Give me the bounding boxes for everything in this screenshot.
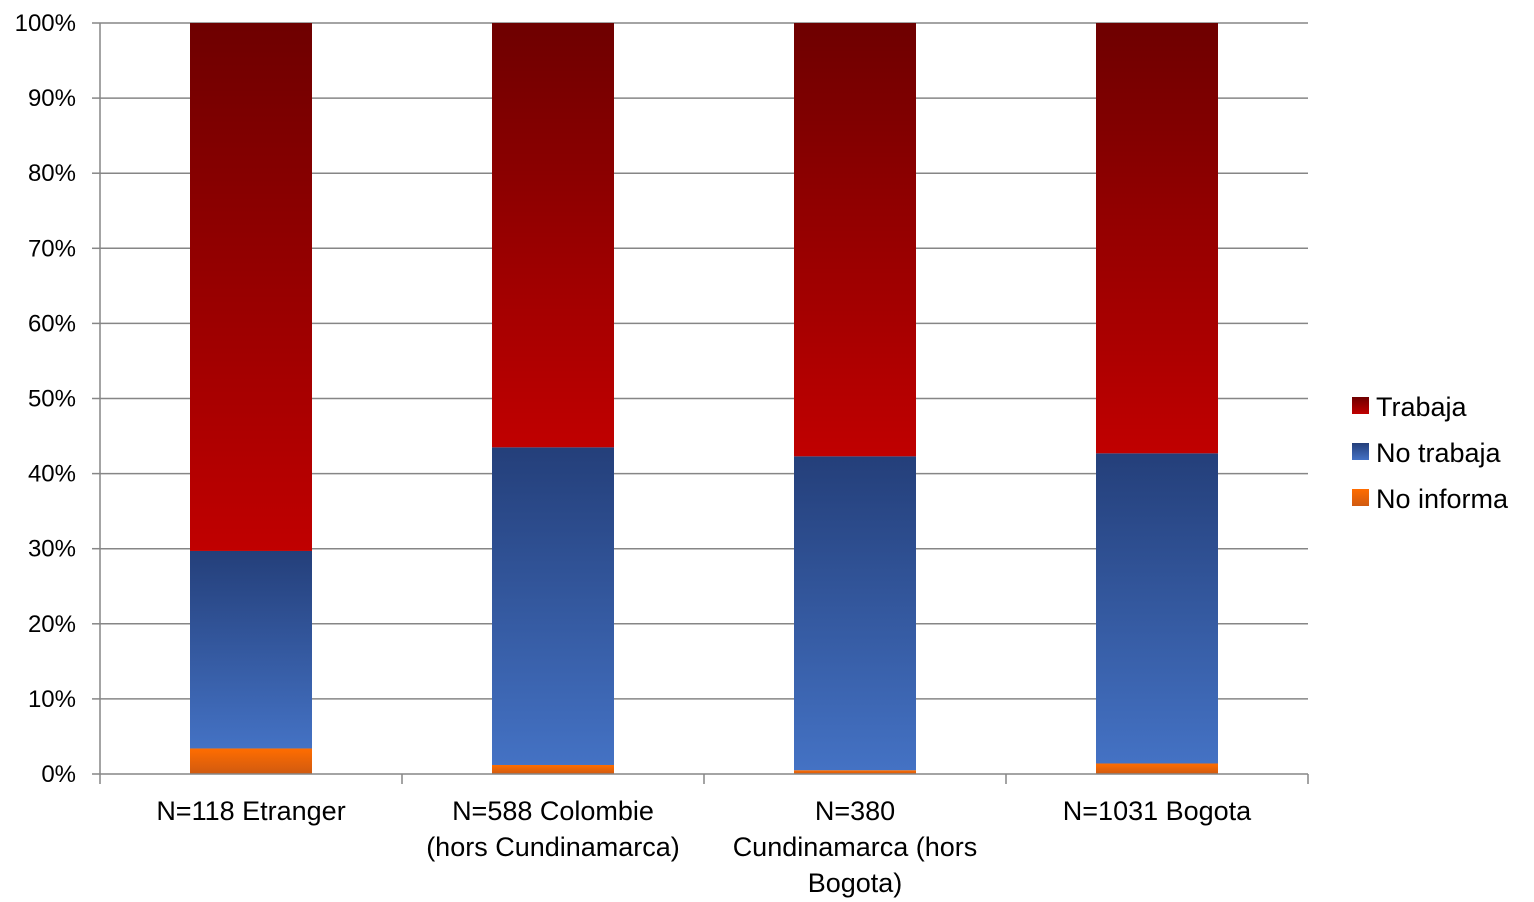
bars [190,23,1218,774]
y-tick-label: 40% [28,461,76,488]
legend-label-no-trabaja: No trabaja [1376,438,1502,468]
legend-label-trabaja: Trabaja [1376,392,1468,422]
x-category-label-line: N=588 Colombie [452,796,654,826]
bar-no-informa-4 [1096,763,1218,774]
legend: Trabaja No trabaja No informa [1352,392,1509,514]
x-category-label: N=1031 Bogota [1063,796,1252,826]
x-axis-category-labels: N=118 Etranger N=588 Colombie (hors Cundin… [156,796,1252,898]
legend-swatch-no-trabaja [1352,443,1369,460]
x-category-label-line: N=1031 Bogota [1063,796,1252,826]
bar-trabaja-4 [1096,23,1218,454]
bar-no-trabaja-2 [492,447,614,765]
bar-no-trabaja-1 [190,550,312,749]
bar-no-informa-1 [190,748,312,774]
x-category-label-line: N=380 [815,796,895,826]
bar-no-trabaja-4 [1096,453,1218,764]
y-tick-label: 70% [28,235,76,262]
y-tick-label: 50% [28,386,76,413]
bar-no-trabaja-3 [794,456,916,771]
legend-swatch-trabaja [1352,397,1369,414]
y-tick-label: 100% [15,10,76,37]
bar-no-informa-2 [492,764,614,774]
y-tick-label: 60% [28,310,76,337]
y-tick-label: 0% [41,761,76,788]
bar-trabaja-2 [492,23,614,448]
x-category-label-line: Bogota) [808,868,903,898]
x-category-label: N=380 Cundinamarca (hors Bogota) [733,796,978,898]
bar-trabaja-3 [794,23,916,457]
y-tick-label: 80% [28,160,76,187]
x-category-label: N=588 Colombie (hors Cundinamarca) [426,796,680,862]
axes [99,23,1309,784]
y-tick-label: 10% [28,686,76,713]
y-tick-label: 20% [28,611,76,638]
legend-label-no-informa: No informa [1376,484,1509,514]
legend-swatch-no-informa [1352,489,1369,506]
y-axis-tick-labels: 0% 10% 20% 30% 40% 50% 60% 70% 80% 90% 100% [15,10,76,788]
bar-no-informa-3 [794,770,916,774]
x-category-label-line: N=118 Etranger [156,796,345,826]
x-category-label-line: (hors Cundinamarca) [426,832,680,862]
bar-trabaja-1 [190,23,312,551]
x-category-label-line: Cundinamarca (hors [733,832,978,862]
x-category-label: N=118 Etranger [156,796,345,826]
y-tick-label: 90% [28,85,76,112]
y-tick-label: 30% [28,536,76,563]
